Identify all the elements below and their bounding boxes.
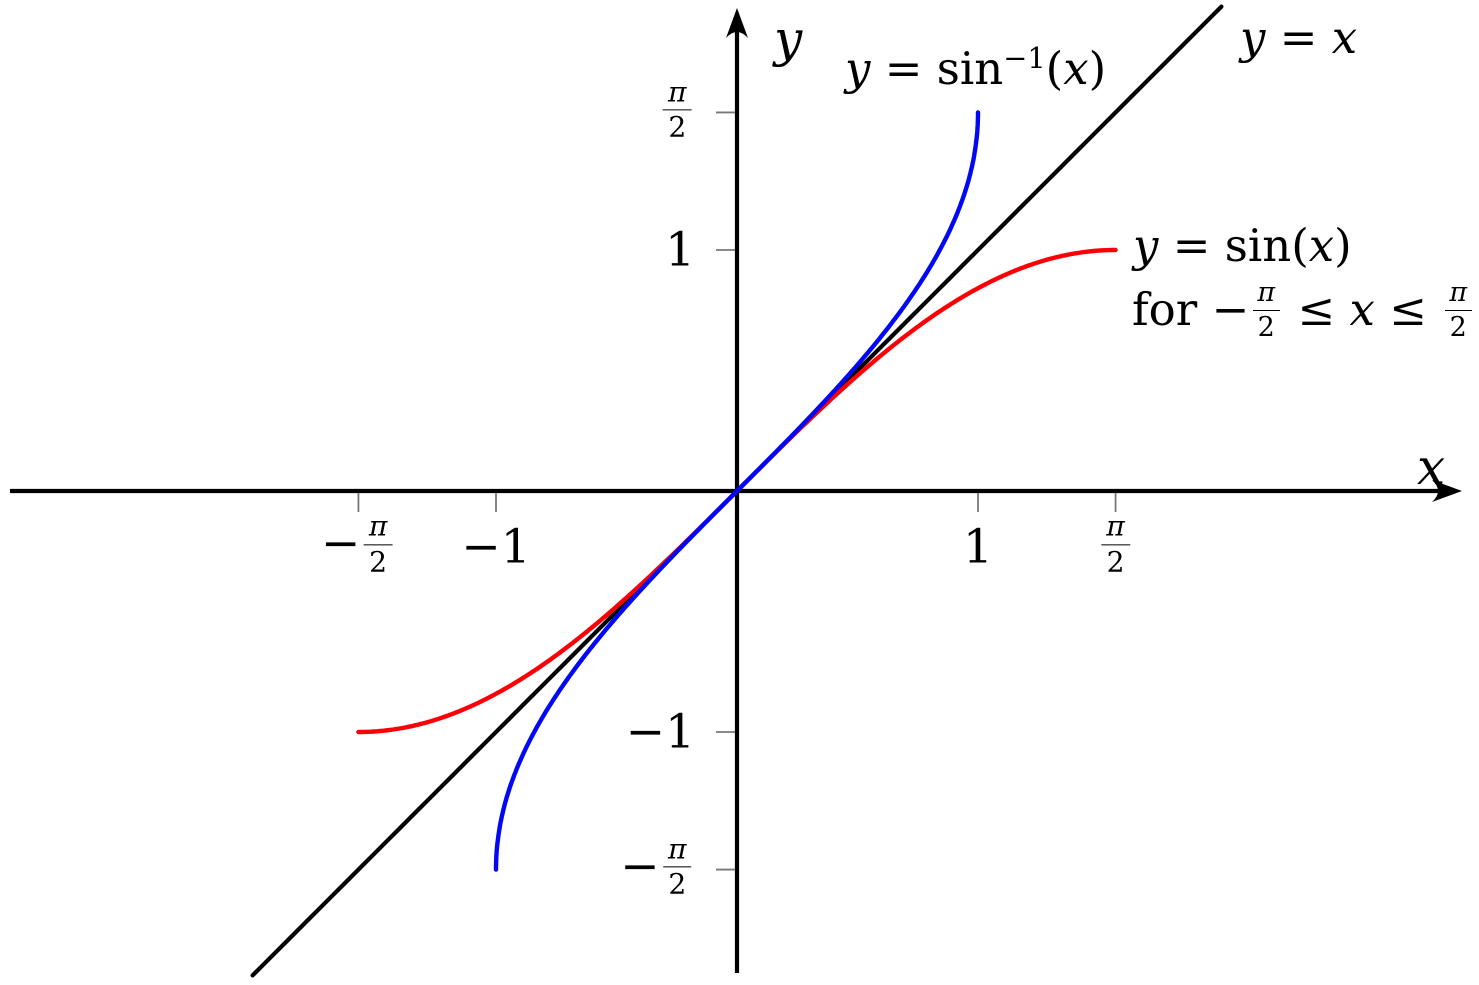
y-axis-arrowhead	[726, 8, 748, 38]
y-tick-label: −1	[625, 704, 695, 760]
y-axis-label: y	[774, 10, 802, 68]
x-axis-label-text: x	[1417, 438, 1446, 496]
curve-arcsine-curve	[493, 110, 981, 872]
arcsin-curve-label: y = sin−1(x)	[845, 41, 1107, 95]
x-tick-label: 1	[963, 519, 993, 575]
x-tick-label: − π 2	[321, 511, 396, 579]
sine-curve-label: y = sin(x)	[1133, 219, 1352, 272]
y-axis-label-text: y	[774, 10, 803, 68]
x-tick-label: −1	[461, 519, 531, 575]
identity-line-label: y = x	[1240, 11, 1358, 64]
x-axis-arrowhead	[1432, 480, 1462, 502]
x-axis-label: x	[1417, 438, 1445, 496]
y-tick-label: 1	[665, 222, 695, 278]
y-tick-label: − π 2	[620, 834, 695, 902]
